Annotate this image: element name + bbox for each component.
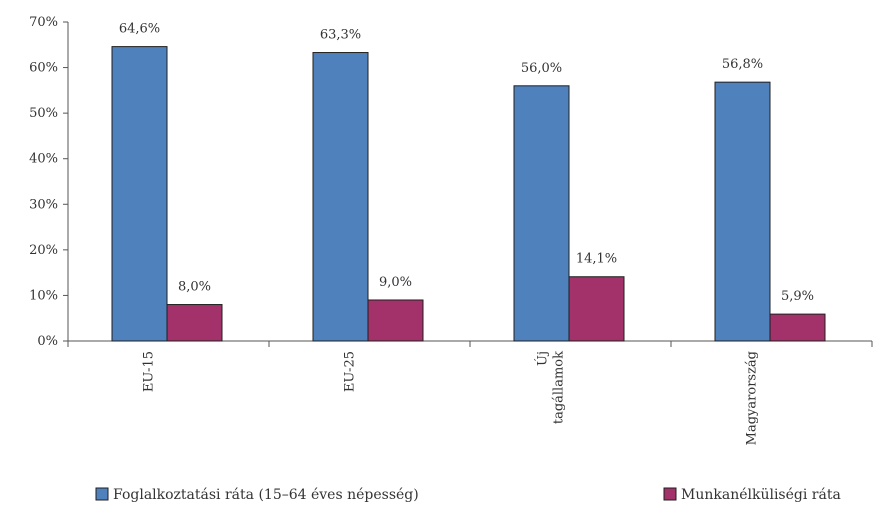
data-label: 8,0% [178,280,211,295]
x-category-label-line: tagállamok [552,351,567,424]
bar-employment [312,52,369,342]
y-tick-label: 70% [29,15,58,30]
bar-employment [513,85,570,342]
y-tick-label: 50% [29,106,58,121]
x-category-label: EU-25 [343,351,358,392]
y-tick-label: 30% [29,197,58,212]
x-category-label: Új tagállamok [534,351,567,424]
data-label: 5,9% [781,289,814,304]
x-category-label-line: EU-25 [343,351,358,392]
x-category-label: EU-15 [142,351,157,392]
y-tick-label: 0% [37,334,58,349]
y-tick-label: 20% [29,243,58,258]
y-tick-label: 60% [29,61,58,76]
data-label: 63,3% [320,28,361,43]
x-category-label-line: EU-15 [142,351,157,392]
data-label: 64,6% [119,22,160,37]
y-tick-label: 10% [29,288,58,303]
legend-swatch [663,487,677,501]
bar-unemployment [367,299,424,342]
bar-unemployment [769,313,826,342]
x-category-label-line: Új [534,351,551,366]
x-category-label-line: Magyarország [745,351,760,445]
data-label: 56,8% [722,57,763,72]
bar-unemployment [166,304,223,342]
legend-swatch [95,487,109,501]
data-label: 56,0% [521,61,562,76]
x-category-label: Magyarország [745,351,760,445]
legend-label: Munkanélküliségi ráta [681,487,841,503]
data-label: 9,0% [379,275,412,290]
bars [111,46,826,342]
y-tick-label: 40% [29,152,58,167]
bar-employment [111,46,168,342]
legend: Foglalkoztatási ráta (15–64 éves népessé… [95,487,841,503]
bar-unemployment [568,276,625,342]
data-label: 14,1% [576,252,617,267]
legend-label: Foglalkoztatási ráta (15–64 éves népessé… [113,487,419,503]
labels: 64,6% 8,0% EU-15 63,3% 9,0% EU-25 56,0% 14,1% Új… [119,22,814,446]
bar-employment [714,81,771,342]
